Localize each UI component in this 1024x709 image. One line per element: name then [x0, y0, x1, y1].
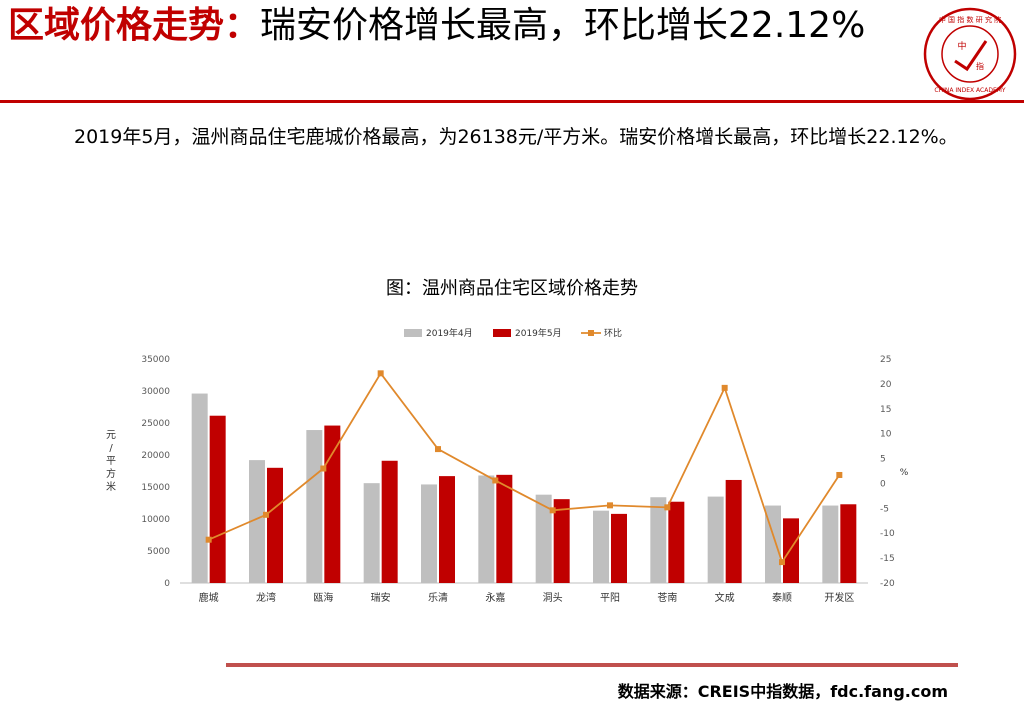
y2-tick-label: 25	[880, 355, 891, 365]
y-tick-label: 30000	[141, 387, 170, 397]
x-tick-label: 鹿城	[199, 591, 219, 604]
x-tick-label: 开发区	[824, 591, 854, 604]
logo-center-top: 中	[957, 40, 966, 52]
x-tick-label: 瑞安	[371, 591, 391, 604]
bar-may	[209, 415, 226, 583]
page-title: 区域价格走势：瑞安价格增长最高，环比增长22.12%	[8, 4, 908, 48]
y-tick-label: 35000	[141, 355, 170, 365]
y2-tick-label: 0	[880, 479, 886, 489]
y-tick-label: 0	[164, 579, 170, 589]
legend-label-mom: 环比	[604, 327, 622, 339]
bar-apr	[363, 483, 380, 583]
y-tick-label: 20000	[141, 451, 170, 461]
bar-may	[553, 499, 570, 583]
bar-apr	[593, 510, 609, 583]
y-tick-label: 25000	[141, 419, 170, 429]
x-tick-label: 龙湾	[256, 591, 276, 604]
point-mom	[836, 471, 843, 478]
x-tick-label: 文成	[715, 591, 735, 604]
point-mom	[721, 384, 728, 391]
bar-apr	[707, 496, 724, 583]
bar-apr	[306, 430, 323, 583]
y-axis-label-char: 方	[106, 467, 116, 480]
bar-may	[725, 479, 742, 583]
y2-tick-label: -15	[880, 554, 895, 564]
bar-apr	[478, 475, 495, 583]
point-mom	[205, 536, 212, 543]
y-axis-label-char: 元	[106, 430, 116, 441]
logo-text-bottom: CHINA INDEX ACADEMY	[934, 87, 1006, 94]
point-mom	[607, 502, 613, 509]
point-mom	[377, 370, 384, 377]
y-axis-label-char: 米	[106, 480, 116, 493]
y2-tick-label: -10	[880, 529, 895, 539]
bar-may	[324, 425, 341, 583]
bar-may	[783, 518, 799, 583]
legend-swatch-apr	[404, 329, 422, 337]
y2-tick-label: 5	[880, 455, 886, 465]
bar-apr	[249, 460, 265, 583]
line-mom	[208, 371, 841, 565]
bar-may	[381, 460, 398, 583]
bar-may	[496, 474, 513, 583]
x-tick-label: 苍南	[657, 591, 677, 604]
point-mom	[549, 507, 556, 514]
bar-may	[611, 513, 627, 583]
x-tick-label: 乐清	[428, 591, 448, 604]
point-mom	[664, 504, 671, 511]
y2-tick-label: 10	[880, 430, 892, 440]
title-rest-part: 瑞安价格增长最高，环比增长22.12%	[260, 5, 866, 46]
bar-may	[668, 501, 685, 583]
x-tick-label: 永嘉	[485, 591, 505, 604]
bar-apr	[650, 497, 667, 583]
x-tick-label: 瓯海	[313, 591, 333, 604]
logo-check-icon	[954, 40, 988, 72]
x-tick-label: 泰顺	[772, 591, 792, 604]
footer-divider	[226, 663, 958, 667]
logo-center-bottom: 指	[976, 61, 984, 71]
y2-tick-label: 20	[880, 380, 892, 390]
bar-apr	[535, 494, 552, 583]
bar-apr	[421, 484, 437, 583]
y-tick-label: 5000	[147, 547, 170, 557]
y-axis-label-char: /	[109, 443, 113, 454]
summary-text: 2019年5月，温州商品住宅鹿城价格最高，为26138元/平方米。瑞安价格增长最…	[74, 126, 958, 148]
bar-apr	[191, 393, 208, 583]
y2-axis-label: %	[900, 468, 909, 478]
y-axis-label-char: 平	[106, 456, 116, 467]
logo-text-top: 中 国 指 数 研 究 院	[939, 15, 1001, 24]
x-tick-label: 洞头	[543, 592, 563, 604]
data-source: 数据来源：CREIS中指数据，fdc.fang.com	[617, 682, 948, 701]
bar-may	[267, 467, 283, 583]
x-tick-label: 平阳	[600, 592, 620, 604]
legend-swatch-may	[493, 329, 511, 337]
point-mom	[263, 511, 269, 518]
bar-may	[840, 504, 857, 583]
summary-paragraph: 2019年5月，温州商品住宅鹿城价格最高，为26138元/平方米。瑞安价格增长最…	[36, 120, 1004, 154]
legend-label-apr: 2019年4月	[426, 327, 473, 339]
point-mom	[435, 446, 441, 453]
point-mom	[779, 559, 785, 566]
chart-title: 图：温州商品住宅区域价格走势	[386, 278, 638, 299]
title-divider	[0, 100, 1024, 103]
bar-apr	[822, 505, 839, 583]
point-mom	[492, 477, 499, 484]
y2-tick-label: -5	[880, 504, 889, 514]
y-tick-label: 10000	[141, 515, 170, 525]
y2-tick-label: -20	[880, 579, 895, 589]
china-index-academy-logo: 中 国 指 数 研 究 院 中 指 CHINA INDEX ACADEMY	[923, 7, 1017, 101]
legend-label-may: 2019年5月	[515, 327, 562, 339]
y2-tick-label: 15	[880, 405, 891, 415]
point-mom	[320, 465, 327, 472]
title-red-part: 区域价格走势：	[8, 5, 261, 46]
legend-marker-mom	[588, 330, 594, 336]
bar-may	[439, 476, 455, 583]
y-tick-label: 15000	[141, 483, 170, 493]
